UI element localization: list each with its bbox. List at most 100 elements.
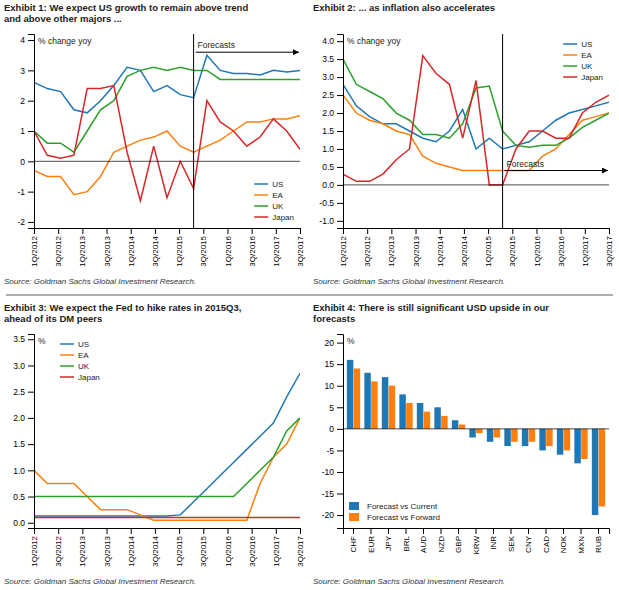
legend-swatch — [563, 54, 577, 56]
tick-label: 20 — [325, 338, 335, 348]
legend-item: Forecast vs Forward — [349, 513, 440, 522]
tick: -20 — [322, 510, 343, 520]
line — [34, 373, 300, 516]
tick-mark — [28, 418, 34, 419]
tick: 3Q/2015 — [199, 228, 208, 267]
tick: 3Q/2017 — [296, 528, 305, 567]
x-axis: 1Q/20123Q/20121Q/20133Q/20131Q/20143Q/20… — [30, 528, 305, 567]
legend-swatch — [254, 194, 268, 196]
tick-mark — [28, 444, 34, 445]
panel: Exhibit 1: We expect US growth to remain… — [4, 2, 305, 286]
tick-mark — [458, 528, 459, 534]
tick-label: -10 — [322, 467, 335, 477]
tick-label: NZD — [437, 536, 446, 553]
tick-label: 0 — [20, 157, 25, 167]
tick-label: 5 — [329, 403, 334, 413]
bar — [592, 429, 598, 515]
tick: 3Q/2014 — [151, 528, 160, 567]
marks — [34, 34, 300, 228]
tick: 1Q/2014 — [436, 228, 445, 267]
tick-label: 3Q/2017 — [296, 235, 305, 266]
tick: 1Q/2017 — [581, 228, 590, 267]
tick-label: 4.0 — [322, 36, 334, 46]
legend-item: Japan — [60, 373, 100, 382]
tick-label: 2.5 — [13, 387, 25, 397]
tick-mark — [337, 59, 343, 60]
tick: 1Q/2015 — [484, 228, 493, 267]
tick-label: 0.5 — [13, 492, 25, 502]
tick: 1.5 — [322, 126, 343, 136]
title-line: Exhibit 3: We expect the Fed to hike rat… — [4, 302, 241, 313]
tick-label: -20 — [322, 510, 335, 520]
tick-label: 3Q/2012 — [363, 235, 372, 266]
tick: BRL — [402, 528, 411, 552]
tick-mark — [337, 386, 343, 387]
tick: AUD — [419, 528, 428, 553]
tick: 4.0 — [322, 36, 343, 46]
tick: 1Q/2012 — [339, 228, 348, 267]
bar — [574, 429, 580, 463]
tick: SEK — [507, 528, 516, 552]
tick-label: 3Q/2017 — [605, 235, 614, 266]
tick-label: 3Q/2015 — [199, 235, 208, 266]
legend-swatch — [563, 65, 577, 67]
tick-mark — [28, 497, 34, 498]
tick-mark — [416, 228, 417, 234]
y-axis: 0.00.51.01.52.02.53.03.5 — [13, 334, 34, 528]
bar — [382, 377, 388, 429]
tick-mark — [82, 228, 83, 234]
tick: 1Q/2013 — [78, 228, 87, 267]
legend-swatch — [60, 343, 74, 345]
tick: 3.5 — [13, 334, 34, 344]
tick-mark — [367, 228, 368, 234]
line — [34, 55, 300, 113]
legend: USEAUKJapan — [254, 180, 294, 222]
tick: 1Q/2014 — [127, 528, 136, 567]
legend: Forecast vs CurrentForecast vs Forward — [349, 502, 440, 522]
tick-label: 1 — [20, 126, 25, 136]
tick-label: 2 — [20, 96, 25, 106]
tick-label: CNY — [524, 535, 533, 553]
tick-mark — [343, 228, 344, 234]
tick-mark — [28, 222, 34, 223]
tick: CAD — [542, 528, 551, 553]
tick-mark — [337, 429, 343, 430]
legend-item: Japan — [563, 73, 603, 82]
tick-mark — [276, 228, 277, 234]
tick: 0 — [20, 157, 34, 167]
tick: 3 — [20, 66, 34, 76]
line — [34, 86, 300, 201]
line — [343, 59, 609, 147]
tick-label: 1Q/2012 — [30, 535, 39, 566]
tick-mark — [28, 523, 34, 524]
tick-mark — [440, 228, 441, 234]
tick: 0.0 — [322, 180, 343, 190]
tick-mark — [28, 339, 34, 340]
chart-container: Exhibit 1: We expect US growth to remain… — [0, 0, 619, 590]
legend-swatch — [254, 183, 268, 185]
axis-label: % — [347, 336, 355, 346]
tick-mark — [423, 528, 424, 534]
tick-mark — [511, 528, 512, 534]
tick-mark — [252, 528, 253, 534]
tick: CHF — [349, 528, 358, 552]
legend-label: UK — [581, 62, 593, 71]
bar-series — [354, 368, 605, 506]
bar — [476, 429, 482, 433]
tick-mark — [337, 185, 343, 186]
tick: RUB — [594, 528, 603, 553]
tick-mark — [203, 228, 204, 234]
annotation-arrow — [196, 52, 299, 53]
tick-label: -15 — [322, 489, 335, 499]
reference-line — [343, 428, 609, 429]
tick-label: 3Q/2012 — [54, 235, 63, 266]
panel: Exhibit 2: ... as inflation also acceler… — [313, 2, 614, 286]
tick-label: 3Q/2014 — [151, 535, 160, 566]
tick-label: EUR — [367, 536, 376, 553]
legend-label: US — [272, 180, 283, 189]
legend-item: UK — [254, 202, 284, 211]
tick-mark — [131, 528, 132, 534]
tick: -1 — [17, 187, 34, 197]
tick-mark — [337, 149, 343, 150]
tick-label: 0.0 — [322, 180, 334, 190]
